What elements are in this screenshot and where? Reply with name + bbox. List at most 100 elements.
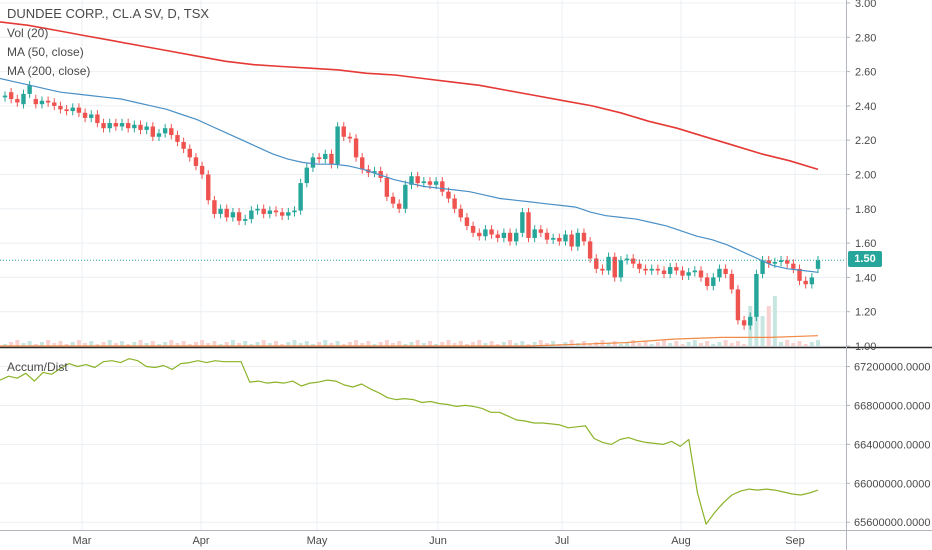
candle-body <box>218 208 223 214</box>
candle-body <box>785 260 790 264</box>
month-label: Mar <box>73 535 92 547</box>
candle-body <box>809 277 815 285</box>
candle-body <box>21 93 26 105</box>
accum-dist-legend[interactable]: Accum/Dist <box>7 360 68 374</box>
candle-body <box>600 268 605 271</box>
volume-bar <box>224 342 229 346</box>
candle-body <box>82 112 88 118</box>
candle-body <box>243 219 248 221</box>
volume-bar <box>39 342 44 346</box>
volume-bar <box>662 340 667 346</box>
volume-bar <box>508 340 513 346</box>
candle-body <box>667 267 673 274</box>
month-label: Sep <box>785 535 805 547</box>
candle-body <box>329 153 334 165</box>
volume-bar <box>187 344 192 346</box>
volume-bar <box>674 341 679 346</box>
volume-bar <box>298 343 303 346</box>
candle-body <box>138 124 143 130</box>
price-tick-label: 1.80 <box>855 204 876 216</box>
volume-bar <box>132 342 137 346</box>
candle-body <box>162 128 168 134</box>
volume-bar <box>304 341 309 346</box>
volume-bar <box>89 341 94 346</box>
candle-body <box>15 99 20 103</box>
volume-bar <box>113 343 118 346</box>
candle-body <box>606 256 611 271</box>
candle-body <box>279 212 285 216</box>
volume-bar <box>163 342 168 346</box>
candle-body <box>27 85 32 94</box>
volume-bar <box>766 306 771 346</box>
candle-body <box>778 260 784 262</box>
ad-tick-label: 66800000.0000 <box>854 400 930 412</box>
volume-bar <box>495 344 500 346</box>
volume-bar <box>520 341 525 346</box>
volume-bar <box>606 343 611 346</box>
volume-bar <box>403 344 408 346</box>
volume-bar <box>563 342 568 346</box>
volume-bar <box>384 340 389 346</box>
volume-bar <box>779 342 784 346</box>
candle-body <box>489 229 494 235</box>
candle-body <box>520 212 525 233</box>
volume-bar <box>760 316 765 346</box>
candle-body <box>495 234 500 238</box>
price-tick-label: 1.00 <box>855 341 876 353</box>
volume-bar <box>618 344 623 346</box>
volume-bar <box>95 344 100 346</box>
volume-bar <box>526 344 531 346</box>
month-label: Aug <box>671 535 691 547</box>
candle-body <box>507 232 513 242</box>
volume-bar <box>280 344 285 346</box>
candle-body <box>206 174 211 201</box>
candle-body <box>316 157 322 160</box>
candle-body <box>236 212 242 221</box>
volume-bar <box>717 342 722 346</box>
candle-body <box>396 203 402 209</box>
ma200-legend[interactable]: MA (200, close) <box>7 64 91 78</box>
candle-body <box>470 225 476 233</box>
candle-body <box>156 133 162 137</box>
candle-body <box>477 232 482 237</box>
candle-body <box>175 135 180 142</box>
candle-body <box>286 212 291 216</box>
candle-body <box>464 217 470 226</box>
candle-body <box>643 268 648 271</box>
candle-body <box>754 273 759 317</box>
candle-body <box>230 212 236 218</box>
ma50-legend[interactable]: MA (50, close) <box>7 45 84 59</box>
volume-bar <box>452 343 457 346</box>
candle-body <box>372 171 377 173</box>
candle-body <box>741 320 747 326</box>
candle-body <box>587 241 593 259</box>
candle-body <box>187 148 192 158</box>
candle-body <box>538 229 544 233</box>
candle-body <box>193 157 199 166</box>
volume-bar <box>212 341 217 346</box>
volume-bar <box>169 340 174 346</box>
volume-ma-line <box>0 335 819 347</box>
candle-body <box>680 270 685 276</box>
candle-body <box>575 232 580 247</box>
symbol-title[interactable]: DUNDEE CORP., CL.A SV, D, TSX <box>7 6 210 21</box>
candle-body <box>76 107 82 113</box>
candle-body <box>8 92 14 100</box>
volume-bar <box>797 341 802 346</box>
candle-body <box>33 99 38 105</box>
candle-body <box>45 100 51 103</box>
volume-bar <box>440 342 445 346</box>
candle-body <box>557 237 562 242</box>
volume-legend[interactable]: Vol (20) <box>7 26 49 40</box>
candle-body <box>717 268 722 278</box>
candle-body <box>544 232 550 240</box>
candle-body <box>569 234 574 247</box>
candle-body <box>310 157 316 168</box>
volume-bar <box>329 343 334 346</box>
candle-body <box>267 210 273 214</box>
candle-body <box>107 123 112 129</box>
candle-body <box>594 258 599 269</box>
volume-bar <box>643 341 648 346</box>
volume-bar <box>101 342 106 346</box>
candle-body <box>39 100 45 105</box>
